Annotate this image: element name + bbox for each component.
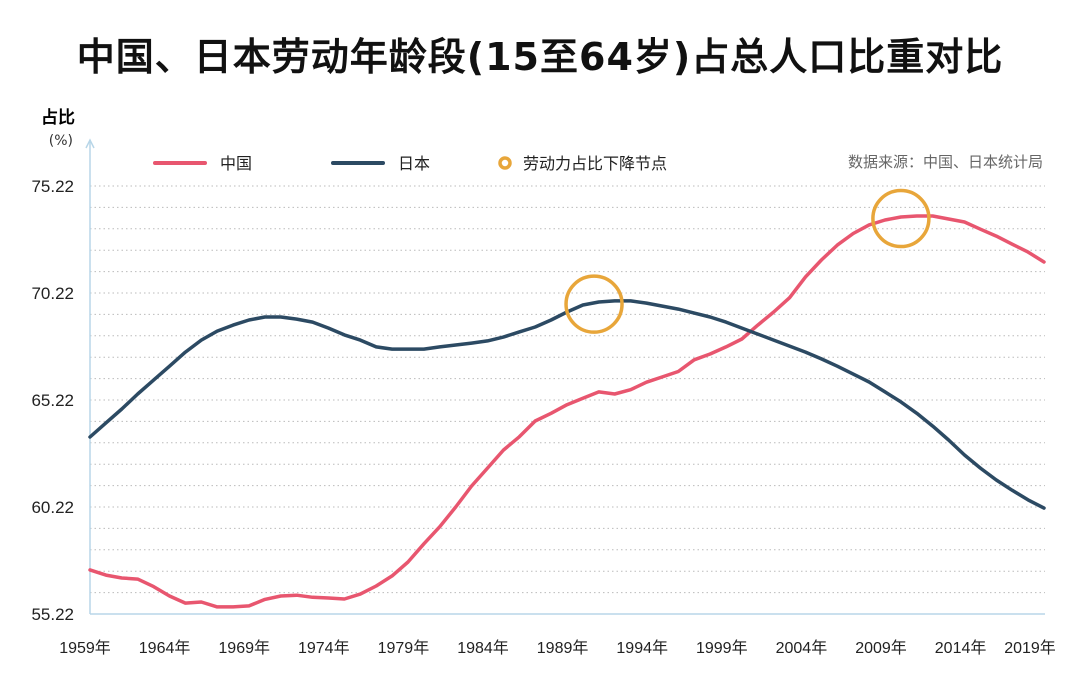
x-tick-label: 1979年 (378, 639, 430, 657)
source-note: 数据来源：中国、日本统计局 (848, 153, 1043, 171)
x-tick-label: 2019年 (1004, 639, 1056, 657)
x-tick-label: 1974年 (298, 639, 350, 657)
legend: 中国 日本 劳动力占比下降节点 (153, 154, 667, 173)
x-tick-label: 1989年 (537, 639, 589, 657)
y-tick-label: 70.22 (31, 284, 74, 303)
decline-node-marker (564, 274, 624, 334)
y-tick-label: 75.22 (31, 177, 74, 196)
y-tick-label: 55.22 (31, 605, 74, 624)
x-tick-label: 2009年 (855, 639, 907, 657)
y-tick-label: 65.22 (31, 391, 74, 410)
x-tick-label: 1959年 (59, 639, 111, 657)
y-axis-label: 占比 (41, 107, 75, 128)
y-axis-arrow-icon (85, 138, 95, 149)
x-tick-label: 2004年 (776, 639, 828, 657)
y-axis-unit: (%) (49, 133, 73, 149)
x-tick-label: 1999年 (696, 639, 748, 657)
legend-swatch-node (498, 156, 512, 170)
legend-label-node: 劳动力占比下降节点 (523, 154, 667, 173)
x-tick-label: 1984年 (457, 639, 509, 657)
decline-node-marker (871, 188, 931, 249)
chart-title: 中国、日本劳动年龄段(15至64岁)占总人口比重对比 (76, 35, 1004, 79)
x-tick-label: 1964年 (139, 639, 191, 657)
y-tick-label: 60.22 (31, 498, 74, 517)
legend-label-china: 中国 (220, 154, 252, 173)
legend-label-japan: 日本 (398, 154, 430, 173)
x-tick-label: 2014年 (935, 639, 987, 657)
x-tick-label: 1994年 (616, 639, 668, 657)
series-line-china (88, 214, 1046, 609)
x-tick-label: 1969年 (218, 639, 270, 657)
